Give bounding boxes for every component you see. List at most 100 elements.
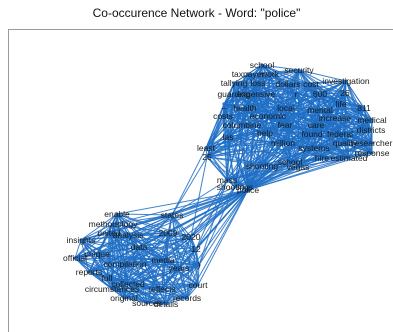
edge [298, 69, 347, 82]
plot-frame [8, 29, 393, 332]
node-label: systems [298, 143, 329, 153]
node-label: compilation [104, 259, 147, 269]
edge [127, 234, 188, 299]
edge [165, 189, 249, 305]
node-least-dot [204, 146, 208, 150]
edge [74, 232, 169, 259]
node-care-dot [314, 123, 318, 127]
node-fear-dot [283, 123, 287, 127]
edge [88, 214, 173, 273]
node-label: districts [357, 125, 386, 135]
edge [297, 69, 300, 168]
node-increase-dot [333, 116, 337, 120]
edge [171, 179, 228, 216]
node-label: las [223, 132, 234, 142]
edge [321, 103, 342, 159]
edge [74, 239, 82, 259]
edge [241, 109, 321, 126]
node-label: quality [333, 138, 358, 148]
node-label: collected [111, 279, 145, 289]
node-label: enable [104, 209, 130, 219]
node-districts-dot [369, 128, 373, 132]
node-enable-dot [115, 212, 119, 216]
edge [106, 246, 140, 279]
edge [310, 83, 373, 121]
edge [226, 165, 263, 181]
edge-layer [74, 64, 373, 305]
node-cost-dot [309, 82, 313, 86]
node-label: fear [278, 120, 293, 130]
node-local-dot [284, 106, 288, 110]
node-label: help [257, 128, 273, 138]
node-label: school [250, 60, 275, 70]
node-label: data [131, 242, 148, 252]
node-label: 26 [340, 88, 350, 98]
edge [106, 267, 180, 279]
edge [255, 93, 350, 159]
node-label: shooting [246, 161, 278, 171]
edge [96, 253, 200, 266]
edge [146, 297, 188, 304]
node-media-dot [161, 258, 165, 262]
edge [206, 119, 373, 158]
edge [198, 189, 249, 266]
edge [127, 234, 148, 304]
node-label: circumstances [85, 284, 139, 294]
edge [88, 189, 249, 273]
node-label: 2020 [182, 232, 201, 242]
node-label: methodology [89, 219, 138, 229]
node-label: 2009 [159, 228, 178, 238]
edge [227, 93, 297, 138]
node-label: official [63, 253, 87, 263]
node-label: hire [315, 153, 329, 163]
node-reflects-dot [160, 287, 164, 291]
node-records-dot [185, 296, 189, 300]
node-united-dot [107, 231, 111, 235]
edge [227, 136, 315, 149]
edge [74, 223, 114, 259]
edge [206, 82, 235, 158]
edge [112, 189, 249, 225]
edge [96, 253, 180, 269]
node-circumstances-dot [110, 287, 114, 291]
node-mass-dot [225, 178, 229, 182]
node-response-dot [370, 151, 374, 155]
edge [197, 189, 249, 286]
node-million-dot [281, 141, 285, 145]
node-26-dot [343, 91, 347, 95]
edge [80, 214, 173, 241]
node-label: costs [213, 111, 233, 121]
node-label: vegas [287, 162, 310, 172]
edge [298, 69, 346, 94]
node-quality-dot [343, 141, 347, 145]
node-shootings-dot [233, 185, 237, 189]
edge [234, 166, 299, 188]
node-medical-dot [370, 118, 374, 122]
edge [111, 232, 169, 290]
node-compilation-dot [123, 262, 127, 266]
edge [205, 82, 235, 149]
node-label: insights [67, 235, 96, 245]
edge [111, 284, 199, 290]
node-label: media [151, 255, 174, 265]
edge [111, 288, 188, 299]
node-label: r [295, 89, 298, 99]
node-label: tallying [221, 78, 248, 88]
node-layer [73, 63, 374, 306]
node-loss-dot [256, 81, 260, 85]
edge [267, 115, 317, 126]
edge [247, 157, 350, 191]
node-label: least [197, 143, 216, 153]
edge [205, 133, 341, 149]
edge [284, 124, 350, 159]
edge [241, 124, 373, 144]
edge [226, 179, 236, 188]
node-label: response [355, 148, 390, 158]
edge [74, 189, 249, 259]
node-school-dot [288, 160, 292, 164]
edge [116, 213, 200, 266]
node-collected-dot [126, 282, 130, 286]
node-label: medical [357, 115, 386, 125]
node-health-dot [243, 106, 247, 110]
